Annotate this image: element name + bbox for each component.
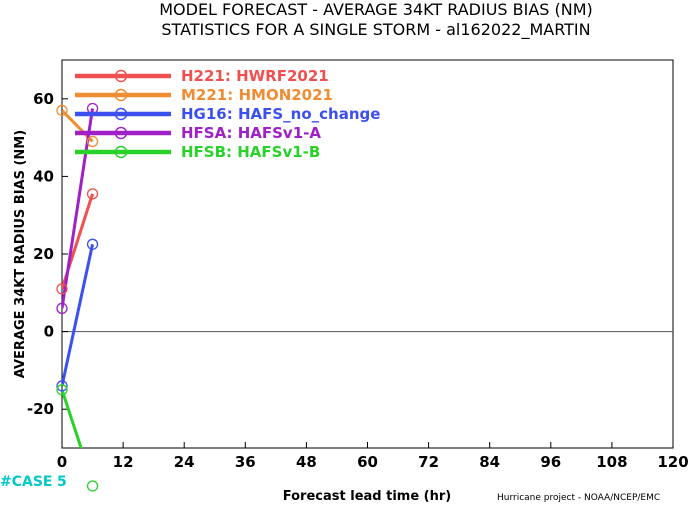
x-tick-label: 60	[357, 453, 378, 471]
series-line	[62, 243, 95, 387]
y-tick-label: 0	[44, 323, 54, 341]
series-marker	[56, 380, 68, 392]
legend-label: H221: HWRF2021	[181, 67, 329, 85]
x-tick-label: 0	[57, 453, 67, 471]
legend-label: M221: HMON2021	[181, 86, 333, 104]
x-tick-label: 108	[596, 453, 627, 471]
x-tick-label: 84	[479, 453, 500, 471]
series-marker	[86, 480, 99, 492]
legend-label: HFSB: HAFSv1-B	[181, 143, 320, 161]
y-tick-label: 40	[33, 167, 54, 185]
legend-label: HFSA: HAFSv1-A	[181, 124, 321, 142]
series-marker	[86, 238, 99, 250]
y-axis: -20 0 20 40 60	[27, 90, 68, 418]
chart-title: MODEL FORECAST - AVERAGE 34KT RADIUS BIA…	[159, 0, 593, 19]
case-label: #CASE	[0, 474, 53, 490]
series-marker	[56, 104, 68, 117]
x-axis-label: Forecast lead time (hr)	[283, 489, 451, 504]
y-tick-label: 60	[33, 90, 54, 108]
x-tick-label: 12	[113, 453, 134, 471]
x-tick-label: 72	[418, 453, 439, 471]
marker-layer	[56, 102, 99, 492]
y-tick-label: 20	[33, 245, 54, 263]
legend-marker	[114, 107, 128, 121]
x-tick-label: 96	[540, 453, 561, 471]
legend-label: HG16: HAFS_no_change	[181, 105, 380, 123]
series-marker	[86, 188, 99, 200]
series-layer	[62, 108, 95, 448]
series-marker	[56, 283, 68, 295]
legend-marker	[114, 145, 128, 159]
series-line	[62, 389, 83, 448]
series-marker	[86, 135, 99, 148]
x-tick-label: 48	[296, 453, 317, 471]
series-marker	[56, 302, 68, 314]
x-axis: 0 12 24 36 48 60 72 84 96 108 120	[57, 442, 689, 471]
series-marker	[56, 384, 68, 396]
chart-subtitle: STATISTICS FOR A SINGLE STORM - al162022…	[161, 20, 590, 40]
x-tick-label: 24	[174, 453, 195, 471]
x-tick-label: 120	[657, 453, 688, 471]
legend-marker	[114, 88, 128, 102]
legend-marker	[114, 126, 128, 140]
y-tick-label: -20	[27, 400, 54, 418]
x-tick-label: 36	[235, 453, 256, 471]
credit-text: Hurricane project - NOAA/NCEP/EMC	[497, 493, 660, 503]
legend-marker	[114, 69, 128, 83]
case-count: 5	[57, 474, 67, 490]
y-axis-label: AVERAGE 34KT RADIUS BIAS (NM)	[13, 130, 28, 378]
